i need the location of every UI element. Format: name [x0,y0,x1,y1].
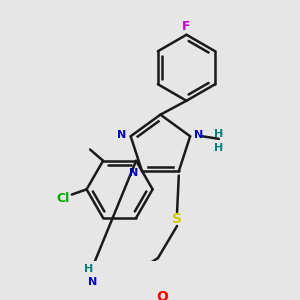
Text: N: N [194,130,203,140]
Text: N: N [88,277,98,286]
Text: H: H [214,129,224,139]
Text: F: F [182,20,191,33]
Text: H: H [214,142,224,152]
Text: Cl: Cl [56,191,70,205]
Text: N: N [117,130,127,140]
Text: S: S [172,212,182,226]
Text: O: O [156,290,168,300]
Text: N: N [129,168,138,178]
Text: H: H [84,264,93,274]
